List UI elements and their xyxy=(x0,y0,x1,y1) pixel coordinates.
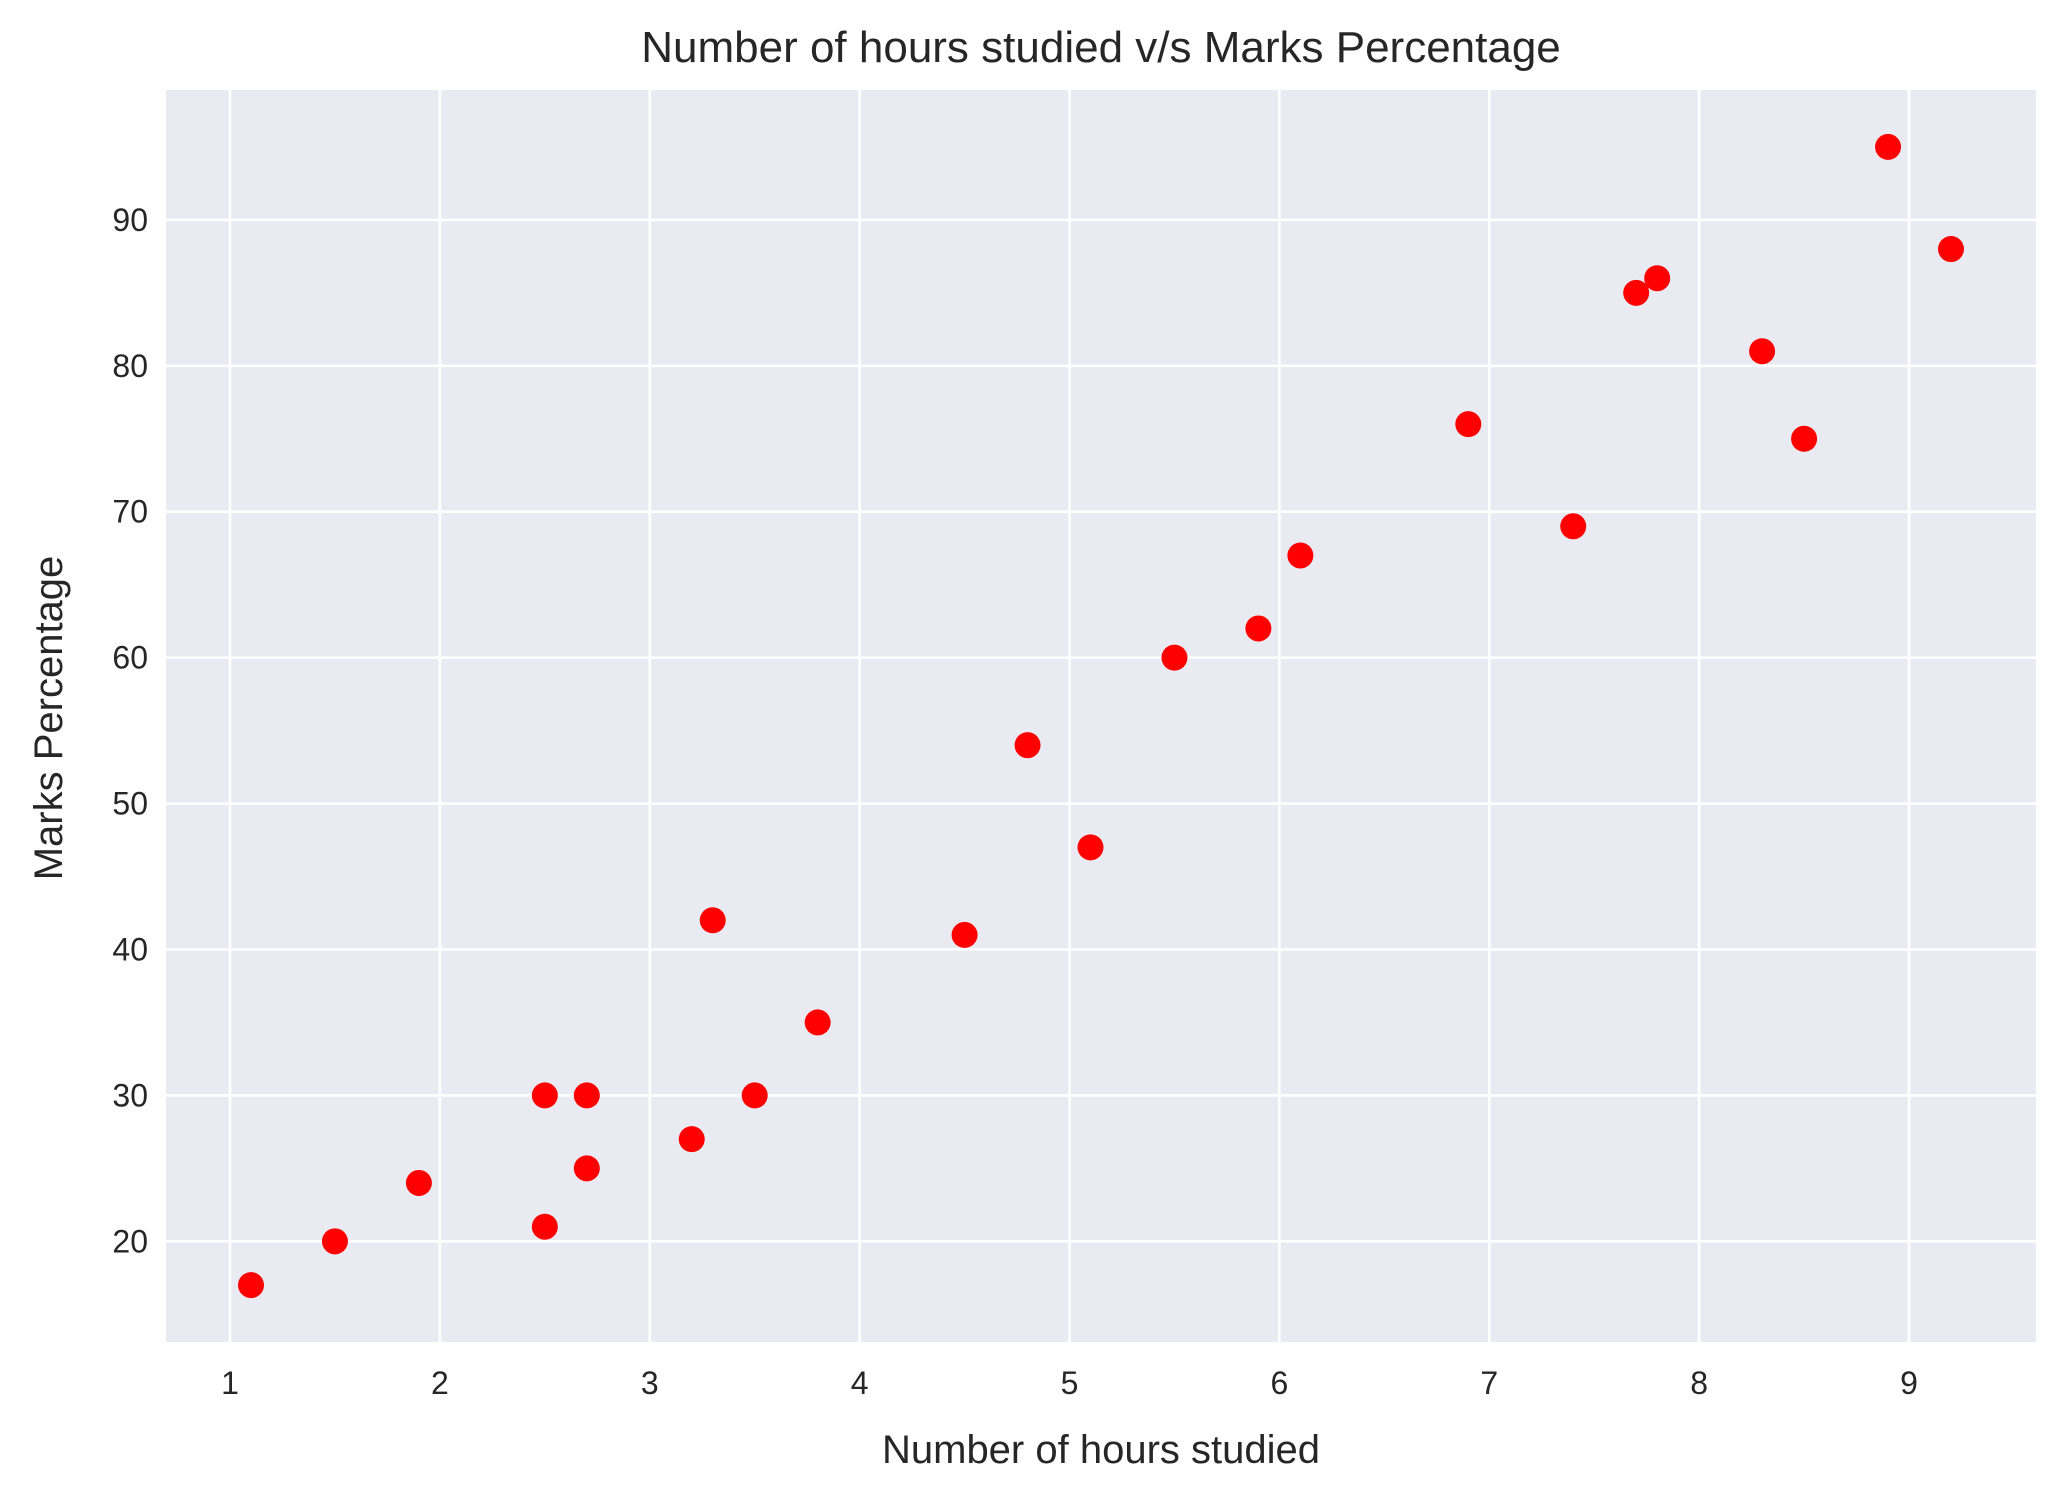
data-point xyxy=(573,1155,600,1182)
data-point xyxy=(1644,265,1671,292)
x-axis-label: Number of hours studied xyxy=(882,1428,1320,1472)
y-tick-label: 40 xyxy=(112,931,148,967)
data-point xyxy=(238,1272,264,1299)
x-tick-label: 9 xyxy=(1900,1365,1918,1401)
data-point xyxy=(405,1169,432,1196)
data-point xyxy=(1287,542,1314,569)
y-axis-label: Marks Percentage xyxy=(27,556,71,881)
data-point xyxy=(741,1082,768,1109)
data-point xyxy=(699,907,726,934)
data-point xyxy=(951,921,978,948)
x-tick-label: 7 xyxy=(1480,1365,1498,1401)
data-point xyxy=(531,1082,558,1109)
grid-lines xyxy=(166,90,2036,1342)
x-tick-label: 1 xyxy=(221,1365,239,1401)
data-point xyxy=(804,1009,831,1036)
data-point xyxy=(531,1213,558,1240)
y-tick-label: 60 xyxy=(112,640,148,676)
x-tick-label: 2 xyxy=(431,1365,449,1401)
data-point xyxy=(573,1082,600,1109)
data-point xyxy=(321,1228,348,1255)
x-tick-label: 6 xyxy=(1270,1365,1288,1401)
y-tick-label: 50 xyxy=(112,786,148,822)
y-tick-label: 70 xyxy=(112,494,148,530)
chart-title: Number of hours studied v/s Marks Percen… xyxy=(641,23,1561,72)
x-tick-label: 4 xyxy=(851,1365,869,1401)
y-tick-label: 30 xyxy=(112,1077,148,1113)
data-point xyxy=(678,1126,705,1153)
plot-background xyxy=(166,90,2036,1342)
y-tick-label: 20 xyxy=(112,1223,148,1259)
data-point xyxy=(1455,411,1482,438)
data-points xyxy=(238,133,1964,1299)
data-point xyxy=(1749,338,1776,365)
data-point xyxy=(1791,425,1818,452)
data-point xyxy=(1245,615,1272,642)
x-tick-label: 3 xyxy=(641,1365,659,1401)
y-tick-label: 90 xyxy=(112,202,148,238)
data-point xyxy=(1560,513,1587,540)
data-point xyxy=(1014,732,1041,759)
data-point xyxy=(1623,279,1650,306)
x-tick-labels: 1 2 3 4 5 6 7 8 9 xyxy=(221,1365,1918,1401)
data-point xyxy=(1077,834,1104,861)
x-tick-label: 5 xyxy=(1061,1365,1079,1401)
data-point xyxy=(1161,644,1188,671)
data-point xyxy=(1875,133,1902,160)
y-tick-label: 80 xyxy=(112,348,148,384)
x-tick-label: 8 xyxy=(1690,1365,1708,1401)
data-point xyxy=(1938,236,1964,263)
y-tick-labels: 20 30 40 50 60 70 80 90 xyxy=(112,202,148,1259)
